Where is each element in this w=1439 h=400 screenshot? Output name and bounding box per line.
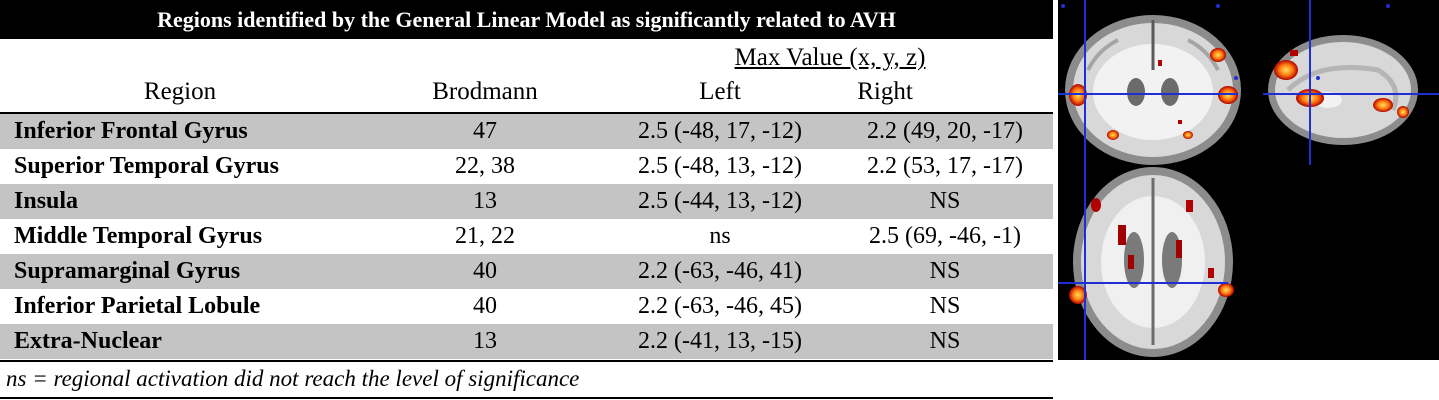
right-value-cell: NS [929, 328, 961, 354]
brodmann-cell: 40 [473, 258, 497, 284]
brain-activation-figure [1058, 0, 1439, 360]
table-row: Middle Temporal Gyrus 21, 22 ns 2.5 (69,… [0, 219, 1053, 254]
region-cell: Superior Temporal Gyrus [14, 153, 279, 179]
axial-slice [1069, 167, 1234, 357]
left-value-cell: ns [709, 223, 731, 249]
crosshair-lines [1058, 0, 1439, 360]
brain-slices-image [1058, 0, 1439, 360]
brodmann-cell: 40 [473, 293, 497, 319]
brodmann-cell: 13 [473, 188, 497, 214]
left-value-cell: 2.2 (-41, 13, -15) [638, 328, 802, 354]
sagittal-slice [1268, 35, 1418, 145]
results-table: Regions identified by the General Linear… [0, 0, 1053, 399]
right-value-cell: NS [929, 188, 961, 214]
region-cell: Inferior Parietal Lobule [14, 293, 261, 319]
left-value-cell: 2.5 (-48, 13, -12) [638, 153, 802, 179]
right-value-cell: 2.2 (49, 20, -17) [867, 118, 1023, 144]
table-row: Inferior Parietal Lobule 40 2.2 (-63, -4… [0, 289, 1053, 324]
region-cell: Inferior Frontal Gyrus [14, 118, 248, 144]
table-row: Supramarginal Gyrus 40 2.2 (-63, -46, 41… [0, 254, 1053, 289]
max-value-header: Max Value (x, y, z) [734, 44, 926, 71]
right-value-cell: 2.5 (69, -46, -1) [869, 223, 1021, 249]
table-row: Insula 13 2.5 (-44, 13, -12) NS [0, 184, 1053, 219]
brodmann-column-header: Brodmann [432, 78, 538, 105]
coronal-slice [1065, 15, 1241, 165]
left-value-cell: 2.5 (-48, 17, -12) [638, 118, 802, 144]
right-value-cell: 2.2 (53, 17, -17) [867, 153, 1023, 179]
brodmann-cell: 47 [473, 118, 497, 144]
crosshair-markers [1061, 4, 1390, 80]
footnote-rule [0, 397, 1053, 399]
left-value-cell: 2.5 (-44, 13, -12) [638, 188, 802, 214]
region-cell: Extra-Nuclear [14, 328, 162, 354]
left-value-cell: 2.2 (-63, -46, 45) [638, 293, 802, 319]
left-value-cell: 2.2 (-63, -46, 41) [638, 258, 802, 284]
brodmann-cell: 21, 22 [455, 223, 515, 249]
table-title: Regions identified by the General Linear… [0, 0, 1053, 39]
right-value-cell: NS [929, 258, 961, 284]
left-column-header: Left [699, 78, 741, 105]
table-row: Superior Temporal Gyrus 22, 38 2.5 (-48,… [0, 149, 1053, 184]
region-cell: Supramarginal Gyrus [14, 258, 241, 284]
table-bottom-rule [0, 360, 1053, 362]
brodmann-cell: 22, 38 [455, 153, 515, 179]
region-column-header: Region [143, 78, 217, 105]
right-column-header: Right [857, 78, 913, 105]
brodmann-cell: 13 [473, 328, 497, 354]
table-footnote: ns = regional activation did not reach t… [6, 366, 580, 391]
region-cell: Insula [14, 188, 79, 214]
right-value-cell: NS [929, 293, 961, 319]
table-row: Extra-Nuclear 13 2.2 (-41, 13, -15) NS [0, 324, 1053, 359]
region-cell: Middle Temporal Gyrus [14, 223, 263, 249]
table-row: Inferior Frontal Gyrus 47 2.5 (-48, 17, … [0, 114, 1053, 149]
header-rule [0, 112, 1053, 114]
